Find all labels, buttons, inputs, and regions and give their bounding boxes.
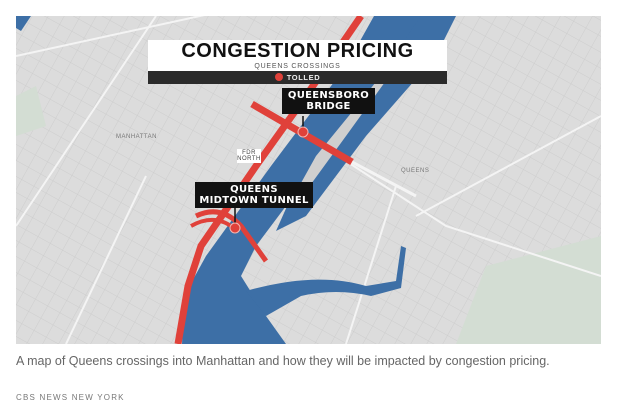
map-title: CONGESTION PRICING — [181, 40, 414, 62]
tolled-dot-icon — [274, 73, 283, 81]
map-legend: TOLLED — [148, 71, 447, 84]
queens-label: QUEENS — [401, 168, 430, 174]
congestion-pricing-map: CONGESTION PRICING QUEENS CROSSINGS TOLL… — [16, 16, 601, 344]
manhattan-label: MANHATTAN — [116, 134, 157, 140]
legend-label: TOLLED — [286, 73, 321, 82]
queensboro-bridge-label: QUEENSBORO BRIDGE — [282, 88, 375, 114]
map-title-box: CONGESTION PRICING QUEENS CROSSINGS TOLL… — [148, 40, 447, 84]
queensboro-toll-marker — [297, 126, 309, 138]
fdr-north-label: FDR NORTH — [237, 149, 261, 163]
image-caption: A map of Queens crossings into Manhattan… — [16, 354, 550, 368]
image-credit: CBS NEWS NEW YORK — [16, 393, 125, 402]
midtown-tunnel-toll-marker — [229, 222, 241, 234]
midtown-tunnel-tolled — [194, 209, 269, 263]
queens-midtown-tunnel-label: QUEENS MIDTOWN TUNNEL — [195, 182, 313, 208]
map-subtitle: QUEENS CROSSINGS — [254, 63, 341, 70]
